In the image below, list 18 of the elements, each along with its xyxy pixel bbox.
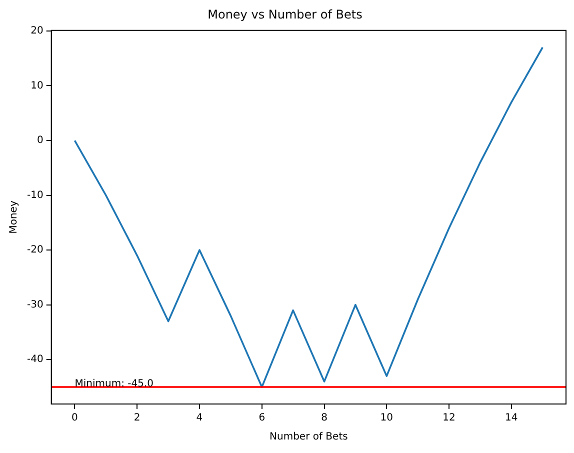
x-tick-label: 8 [321,412,328,424]
x-tick-label: 14 [505,412,518,424]
y-tick-label: 20 [30,26,44,37]
x-tick-label: 10 [380,412,394,424]
x-axis-title: Number of Bets [270,432,348,443]
y-tick-label: 0 [36,135,44,146]
y-tick-label: -30 [26,299,44,310]
chart-title: Money vs Number of Bets [208,7,362,22]
y-axis-title: Money [8,200,20,234]
y-tick-label: -40 [26,354,44,366]
x-tick-label: 2 [134,412,140,424]
x-tick-label: 4 [196,412,203,424]
x-tick-label: 6 [258,412,266,424]
y-tick-label: -20 [26,244,44,256]
x-tick-label: 12 [442,412,456,424]
y-tick-label: 10 [30,80,44,92]
x-tick-label: 0 [72,412,78,424]
y-tick-label: -10 [26,190,44,201]
